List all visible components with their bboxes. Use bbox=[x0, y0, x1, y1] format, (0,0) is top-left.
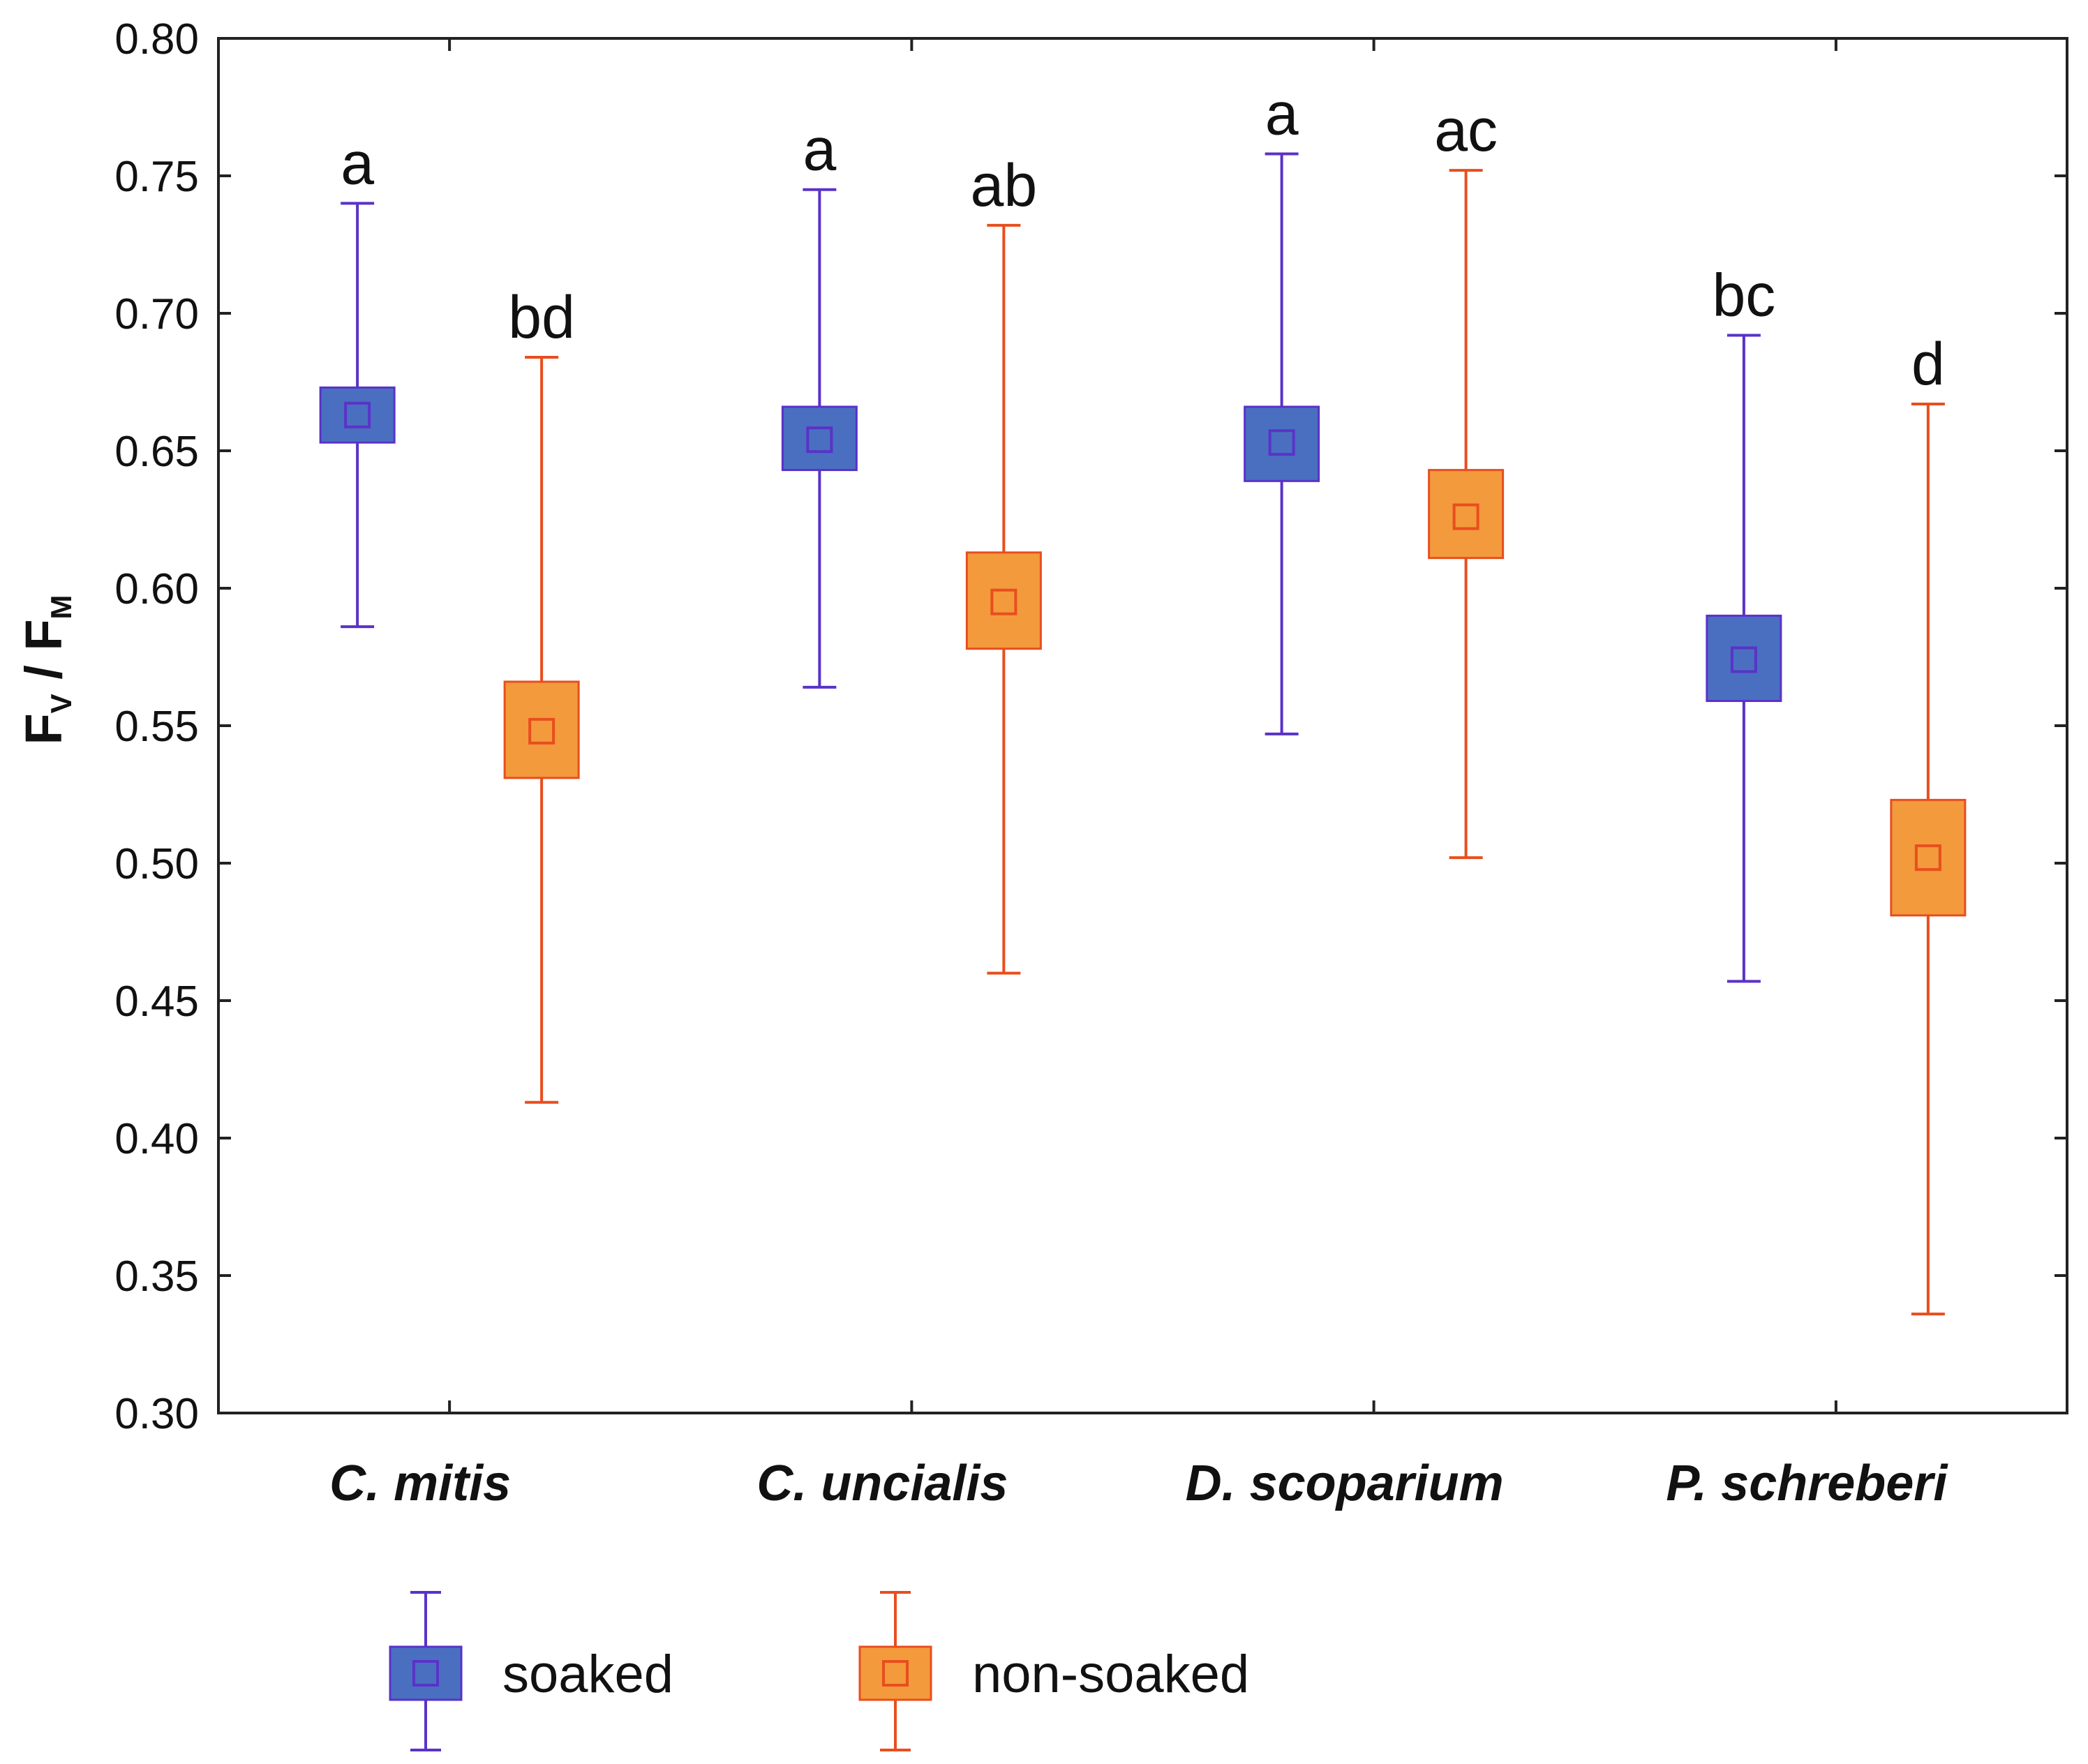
significance-letter: a bbox=[1265, 80, 1299, 147]
legend-box bbox=[858, 1645, 932, 1701]
box-non-soaked-2 bbox=[1428, 169, 1505, 860]
box bbox=[1706, 614, 1782, 703]
plot-marks bbox=[319, 152, 1967, 1316]
y-tick-label: 0.75 bbox=[114, 153, 199, 201]
box bbox=[965, 551, 1042, 650]
mean-marker bbox=[990, 588, 1017, 615]
mean-marker bbox=[344, 401, 371, 428]
x-category-label: C. mitis bbox=[329, 1456, 511, 1511]
significance-letters: a a a bc bd ab ac d bbox=[341, 80, 1945, 398]
mean-marker bbox=[806, 426, 833, 454]
y-tick-label: 0.70 bbox=[114, 290, 199, 338]
x-category-label: C. uncialis bbox=[756, 1456, 1008, 1511]
box bbox=[503, 680, 580, 779]
y-axis-title: FV / FM bbox=[15, 595, 77, 745]
box-soaked-1 bbox=[781, 188, 858, 689]
significance-letter: ac bbox=[1434, 97, 1498, 164]
y-tick-label: 0.50 bbox=[114, 840, 199, 888]
box-soaked-3 bbox=[1706, 334, 1782, 983]
mean-marker bbox=[1730, 646, 1757, 673]
legend-mean-marker bbox=[882, 1660, 909, 1687]
significance-letter: a bbox=[341, 130, 374, 197]
box bbox=[781, 405, 858, 472]
y-tick-label: 0.65 bbox=[114, 428, 199, 476]
significance-letter: a bbox=[803, 117, 836, 184]
box bbox=[1428, 469, 1505, 560]
box-soaked-2 bbox=[1244, 152, 1320, 735]
legend-item-soaked: soaked bbox=[389, 1591, 673, 1751]
legend-mean-marker bbox=[412, 1660, 439, 1687]
box bbox=[1890, 798, 1967, 917]
y-tick-label: 0.40 bbox=[114, 1115, 199, 1163]
legend-label: non-soaked bbox=[972, 1645, 1249, 1704]
x-axis: C. mitis C. uncialis D. scoparium P. schreb… bbox=[329, 38, 1948, 1511]
mean-marker bbox=[528, 717, 555, 745]
plot-area-frame bbox=[217, 37, 2068, 1414]
y-axis: 0.30 0.35 0.40 0.45 0.50 0.55 0.60 0.65 0.70 0.75… bbox=[114, 15, 2067, 1438]
y-axis-title-text: FV / FM bbox=[15, 595, 77, 745]
legend-box bbox=[389, 1645, 463, 1701]
legend-item-non-soaked: non-soaked bbox=[858, 1591, 1249, 1751]
box-soaked-0 bbox=[319, 202, 396, 629]
box bbox=[1244, 405, 1320, 482]
y-tick-label: 0.30 bbox=[114, 1390, 199, 1438]
significance-letter: bc bbox=[1712, 262, 1775, 329]
box-non-soaked-3 bbox=[1890, 403, 1967, 1316]
mean-marker bbox=[1268, 429, 1295, 456]
y-tick-label: 0.45 bbox=[114, 978, 199, 1026]
y-tick-label: 0.80 bbox=[114, 15, 199, 63]
significance-letter: d bbox=[1911, 331, 1945, 398]
y-tick-label: 0.60 bbox=[114, 565, 199, 613]
significance-letter: ab bbox=[971, 152, 1038, 219]
mean-marker bbox=[1452, 503, 1479, 530]
legend: soaked non-soaked bbox=[389, 1591, 1249, 1751]
x-category-label: P. schreberi bbox=[1666, 1456, 1948, 1511]
y-tick-label: 0.35 bbox=[114, 1253, 199, 1301]
y-tick-label: 0.55 bbox=[114, 703, 199, 751]
box bbox=[319, 386, 396, 444]
mean-marker bbox=[1914, 844, 1941, 872]
significance-letter: bd bbox=[508, 284, 575, 351]
legend-label: soaked bbox=[502, 1645, 673, 1704]
x-category-label: D. scoparium bbox=[1186, 1456, 1504, 1511]
box-non-soaked-1 bbox=[965, 223, 1042, 975]
box-non-soaked-0 bbox=[503, 356, 580, 1104]
